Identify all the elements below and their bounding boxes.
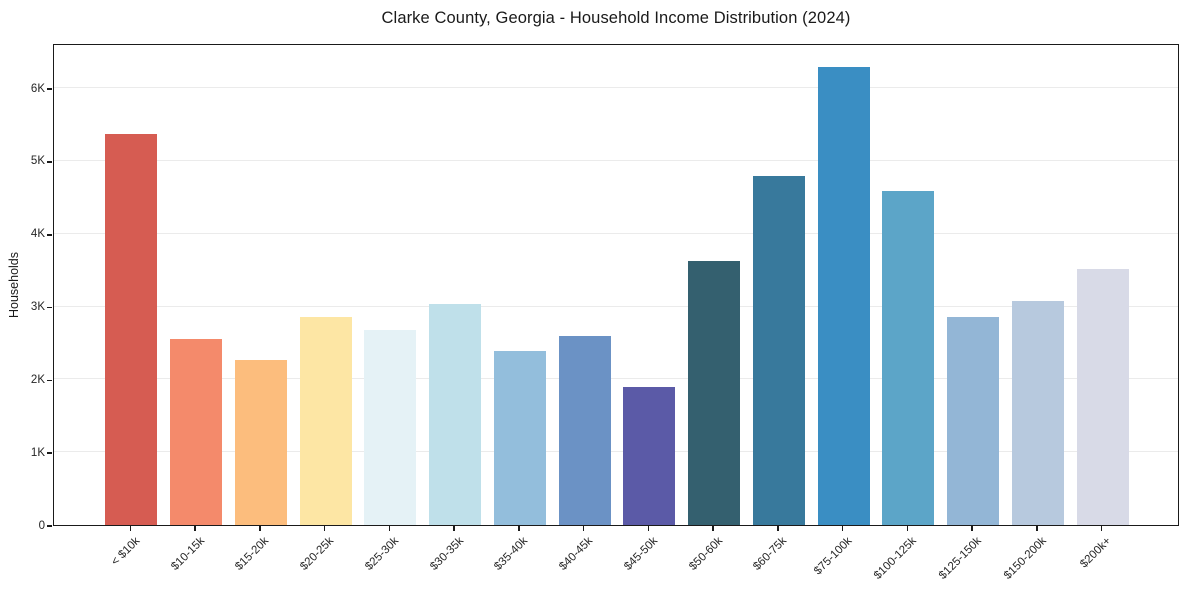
y-tick-label-1K: 1K: [30, 446, 45, 459]
x-tick-mark: [712, 526, 714, 531]
bar-$200k+: [1076, 268, 1129, 525]
bar-$125-150k: [947, 316, 1000, 525]
y-tick-label-4K: 4K: [30, 228, 45, 241]
x-tick-label-$150-200k: $150-200k: [1001, 535, 1049, 582]
y-axis-label: Households: [7, 252, 21, 319]
y-tick-label-6K: 6K: [30, 82, 45, 95]
x-tick-mark: [777, 526, 779, 531]
bar-$40-45k: [558, 335, 611, 525]
x-tick-mark: [388, 526, 391, 531]
x-tick-mark: [971, 526, 973, 531]
gridline-5K: [54, 159, 1178, 161]
x-tick-label-$10-15k: $10-15k: [168, 535, 207, 573]
x-tick-label-$40-45k: $40-45k: [557, 535, 596, 573]
gridline-6K: [54, 87, 1178, 89]
y-tick-label-5K: 5K: [30, 155, 45, 168]
bar-$20-25k: [299, 316, 352, 525]
x-tick-label-$25-30k: $25-30k: [362, 535, 401, 573]
bar-$60-75k: [752, 175, 805, 525]
y-tick-label-3K: 3K: [30, 301, 45, 314]
y-tick-mark: [47, 234, 52, 236]
bar-$45-50k: [623, 387, 676, 525]
x-tick-mark: [129, 526, 132, 531]
bar-$100-125k: [882, 190, 935, 525]
x-tick-mark: [582, 526, 585, 531]
x-tick-mark: [647, 526, 650, 531]
x-tick-mark: [259, 526, 261, 531]
y-tick-mark: [47, 306, 52, 309]
x-tick-label-$35-40k: $35-40k: [492, 535, 531, 573]
x-tick-mark: [906, 526, 909, 531]
x-tick-label-$200k+: $200k+: [1077, 535, 1114, 571]
x-tick-label-$20-25k: $20-25k: [298, 535, 337, 573]
bar-$30-35k: [429, 304, 482, 525]
x-tick-label-$45-50k: $45-50k: [621, 535, 660, 573]
x-tick-label-$75-100k: $75-100k: [811, 535, 855, 578]
bar-$50-60k: [688, 261, 741, 525]
x-tick-mark: [323, 526, 326, 531]
bar-$15-20k: [234, 359, 287, 525]
bar-$150-200k: [1011, 301, 1064, 525]
x-tick-label-$30-35k: $30-35k: [427, 535, 466, 573]
x-tick-label-< $10k: < $10k: [108, 535, 142, 569]
x-tick-mark: [453, 526, 455, 531]
chart-title: Clarke County, Georgia - Household Incom…: [381, 9, 851, 27]
bar-$35-40k: [493, 351, 546, 525]
bar-$75-100k: [817, 67, 870, 525]
gridline-3K: [54, 305, 1178, 307]
y-tick-label-0: 0: [38, 519, 45, 532]
y-tick-label-2K: 2K: [30, 373, 45, 386]
gridline-2K: [54, 378, 1178, 380]
x-tick-label-$125-150k: $125-150k: [936, 535, 984, 582]
x-tick-label-$15-20k: $15-20k: [233, 535, 272, 573]
x-tick-mark: [194, 526, 196, 531]
gridline-4K: [54, 232, 1178, 234]
plot-area: [53, 44, 1179, 526]
x-tick-mark: [1036, 526, 1038, 531]
x-tick-mark: [518, 526, 520, 531]
gridline-1K: [54, 451, 1178, 453]
x-tick-label-$50-60k: $50-60k: [686, 535, 725, 573]
bar-< $10k: [105, 134, 158, 525]
x-tick-label-$100-125k: $100-125k: [871, 535, 919, 582]
y-tick-mark: [47, 161, 52, 163]
bar-$25-30k: [364, 329, 417, 525]
y-tick-mark: [47, 88, 52, 90]
x-tick-mark: [1100, 526, 1103, 531]
y-tick-mark: [47, 379, 52, 382]
y-tick-mark: [47, 525, 52, 527]
y-tick-mark: [47, 452, 52, 454]
bar-$10-15k: [170, 338, 223, 525]
x-tick-label-$60-75k: $60-75k: [751, 535, 790, 573]
x-tick-mark: [841, 526, 844, 531]
